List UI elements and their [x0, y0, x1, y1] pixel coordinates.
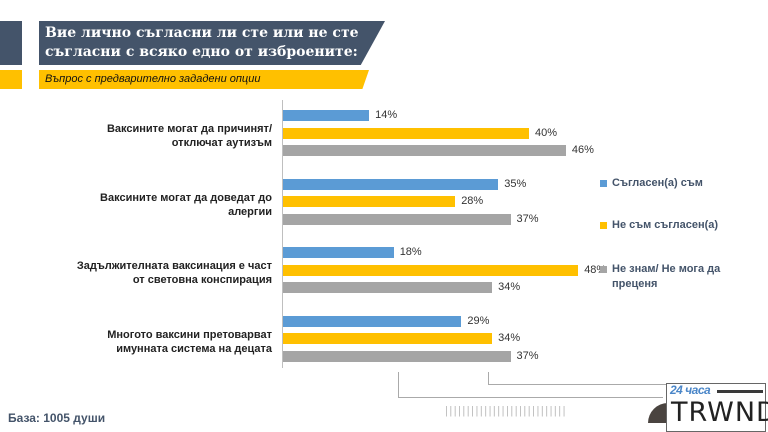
- category-label-line: алергии: [228, 205, 272, 218]
- decor-line: [398, 372, 399, 398]
- bar: [283, 127, 529, 139]
- bar: [283, 247, 394, 258]
- bar: [283, 178, 499, 190]
- data-label: 28%: [461, 195, 484, 208]
- data-label: 29%: [467, 314, 490, 327]
- category-label-line: от световна конспирация: [132, 274, 272, 286]
- category-label-line: Ваксините могат да причинят/: [106, 123, 272, 135]
- header-accent: [0, 21, 22, 65]
- bar: [283, 282, 493, 294]
- bar: [283, 333, 493, 345]
- logo: 24 часа TRWND: [666, 383, 768, 432]
- bar: [283, 110, 370, 121]
- category-label-line: имунната система на децата: [116, 342, 272, 355]
- legend-label: Съгласен(а) съм: [612, 177, 703, 189]
- category-label-line: отключат аутизъм: [171, 137, 272, 149]
- decor-line: [488, 372, 489, 384]
- data-label: 35%: [504, 177, 527, 190]
- category-axis: [282, 100, 283, 368]
- legend-swatch: [600, 180, 607, 187]
- bar: [283, 213, 511, 225]
- logo-bar: [717, 390, 763, 393]
- chart-subtitle: Въпрос с предварително зададени опции: [39, 70, 369, 89]
- category-label: Ваксините могат да причинят/отключат аут…: [40, 122, 272, 150]
- logo-brand: 24 часа: [670, 383, 711, 397]
- data-label: 37%: [516, 212, 539, 225]
- category-label: Ваксините могат да доведат до алергии: [40, 191, 272, 219]
- legend-label: Не съм съгласен(а): [612, 219, 719, 231]
- category-label: Многото ваксини претоварват имунната сист…: [40, 328, 272, 356]
- title-line: Вие лично съгласни ли сте или не сте: [45, 25, 359, 41]
- data-label: 37%: [516, 349, 539, 362]
- data-label: 34%: [498, 281, 521, 294]
- legend-label: Не знам/ Не мога да преценя: [612, 263, 721, 290]
- chart-title: Вие лично съгласни ли сте или не сте съгл…: [39, 21, 385, 65]
- bar: [283, 145, 566, 157]
- data-label: 34%: [498, 332, 521, 345]
- category-label-line: Задължителната ваксинация е част: [76, 260, 272, 272]
- subtitle-accent: [0, 70, 22, 89]
- logo-shape: [648, 403, 668, 423]
- base-note: База: 1005 души: [8, 411, 106, 425]
- data-label: 14%: [375, 109, 398, 121]
- data-label: 40%: [535, 126, 558, 139]
- legend-swatch: [600, 266, 607, 273]
- category-label-line: Многото ваксини претоварват: [107, 328, 272, 341]
- bar: [283, 350, 511, 362]
- category-label: Задължителната ваксинация е част от свето…: [40, 259, 272, 287]
- decor-line: [398, 397, 663, 398]
- legend-swatch: [600, 222, 607, 229]
- decor-line: [488, 384, 668, 385]
- bar: [283, 315, 462, 327]
- data-label: 18%: [399, 246, 422, 258]
- bar: [283, 196, 456, 208]
- category-label-line: Ваксините могат да доведат до: [100, 191, 272, 204]
- logo-name: TRWND: [671, 397, 768, 428]
- title-line: съгласни с всяко едно от изброените:: [45, 44, 358, 60]
- bar: [283, 264, 579, 276]
- decor-ticks: ||||||||||||||||||||||||||||: [445, 405, 568, 417]
- data-label: 46%: [571, 144, 594, 157]
